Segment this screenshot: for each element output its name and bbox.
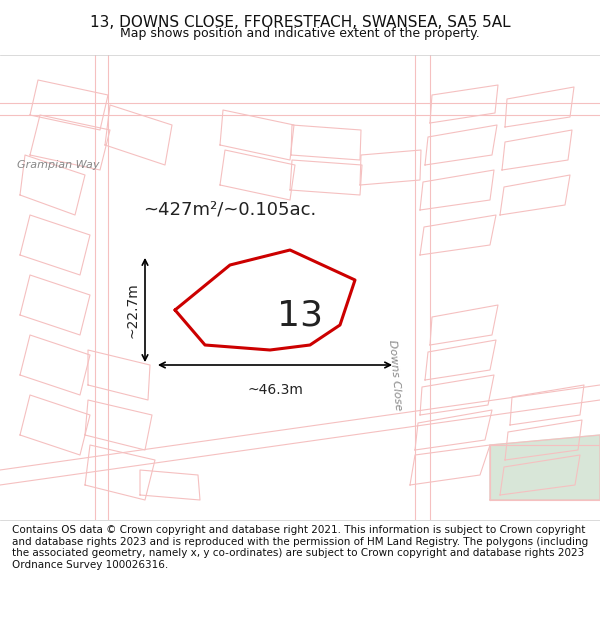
- Polygon shape: [85, 400, 152, 450]
- Text: ~22.7m: ~22.7m: [126, 282, 140, 338]
- Polygon shape: [220, 110, 294, 160]
- Polygon shape: [430, 85, 498, 123]
- Polygon shape: [20, 155, 85, 215]
- Text: 13: 13: [277, 298, 323, 332]
- Polygon shape: [20, 275, 90, 335]
- Polygon shape: [490, 435, 600, 500]
- Polygon shape: [430, 305, 498, 345]
- Polygon shape: [425, 125, 497, 165]
- Polygon shape: [140, 470, 200, 500]
- Polygon shape: [505, 420, 582, 460]
- Polygon shape: [290, 160, 362, 195]
- Polygon shape: [220, 150, 295, 200]
- Polygon shape: [105, 105, 172, 165]
- Polygon shape: [30, 80, 108, 130]
- Text: ~427m²/~0.105ac.: ~427m²/~0.105ac.: [143, 201, 317, 219]
- Text: ~46.3m: ~46.3m: [247, 383, 303, 397]
- Polygon shape: [500, 175, 570, 215]
- Polygon shape: [360, 150, 421, 185]
- Polygon shape: [291, 125, 361, 160]
- Polygon shape: [490, 445, 600, 500]
- Text: 13, DOWNS CLOSE, FFORESTFACH, SWANSEA, SA5 5AL: 13, DOWNS CLOSE, FFORESTFACH, SWANSEA, S…: [89, 16, 511, 31]
- Polygon shape: [88, 350, 150, 400]
- Text: Downs Close: Downs Close: [387, 339, 403, 411]
- Polygon shape: [510, 385, 584, 425]
- Polygon shape: [20, 335, 90, 395]
- Polygon shape: [20, 395, 90, 455]
- Polygon shape: [85, 445, 155, 500]
- Polygon shape: [20, 215, 90, 275]
- Text: Grampian Way: Grampian Way: [17, 160, 99, 170]
- Polygon shape: [420, 170, 494, 210]
- Polygon shape: [410, 445, 490, 485]
- Polygon shape: [425, 340, 496, 380]
- Polygon shape: [420, 215, 496, 255]
- Polygon shape: [500, 455, 580, 495]
- Polygon shape: [420, 375, 494, 415]
- Polygon shape: [505, 87, 574, 127]
- Text: Contains OS data © Crown copyright and database right 2021. This information is : Contains OS data © Crown copyright and d…: [12, 525, 588, 570]
- Polygon shape: [415, 410, 492, 450]
- Text: Map shows position and indicative extent of the property.: Map shows position and indicative extent…: [120, 27, 480, 39]
- Polygon shape: [502, 130, 572, 170]
- Polygon shape: [30, 115, 110, 170]
